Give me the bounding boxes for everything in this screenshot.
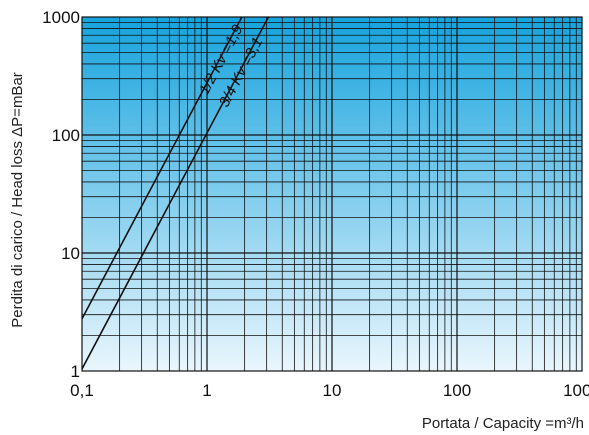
y-tick-label: 100: [52, 126, 80, 145]
y-tick-label: 1: [71, 362, 80, 381]
series-line: [82, 17, 243, 320]
plot-frame: [81, 16, 583, 372]
x-tick-label: 1000: [563, 381, 589, 400]
x-tick-label: 100: [443, 381, 471, 400]
tick-labels: 0,111010010001101001000: [42, 8, 589, 400]
y-tick-label: 10: [61, 244, 80, 263]
x-tick-label: 0,1: [70, 381, 94, 400]
series-lines: [82, 17, 270, 370]
x-tick-label: 10: [323, 381, 342, 400]
grid: [82, 17, 582, 371]
x-tick-label: 1: [202, 381, 211, 400]
y-tick-label: 1000: [42, 8, 80, 27]
y-axis-label: Perdita di carico / Head loss ΔP=mBar: [9, 72, 26, 328]
series-line: [82, 17, 270, 370]
x-axis-label: Portata / Capacity =m³/h: [422, 415, 584, 432]
